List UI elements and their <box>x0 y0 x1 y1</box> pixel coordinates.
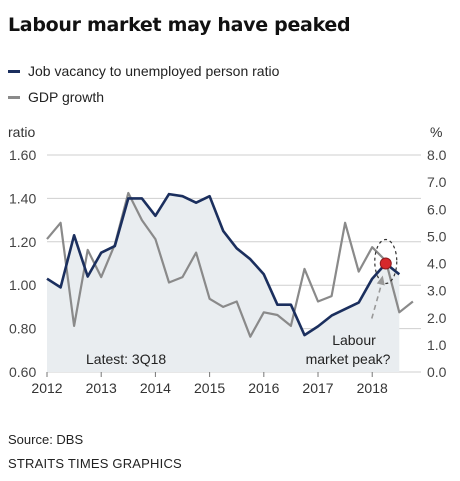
right-tick-label-3: 3.0 <box>427 283 447 299</box>
right-axis-title: % <box>430 124 442 140</box>
axis-layer: ratio 0.60 0.80 1.00 1.20 1.40 1.60% 0.0 1.0 2.0 3… <box>8 124 447 396</box>
right-tick-label-8: 8.0 <box>427 147 447 163</box>
legend-label-ratio: Job vacancy to unemployed person ratio <box>28 63 280 79</box>
left-tick-label-3: 1.20 <box>9 234 36 250</box>
peak-label-line1: Labour <box>332 332 376 348</box>
peak-highlight-ring <box>374 238 398 285</box>
legend-swatch-gdp <box>8 95 20 99</box>
chart-legend: Job vacancy to unemployed person ratio G… <box>8 58 279 110</box>
x-tick-label-4: 2016 <box>248 380 279 396</box>
peak-arrow-line <box>370 279 384 319</box>
legend-item-ratio: Job vacancy to unemployed person ratio <box>8 58 279 84</box>
legend-label-gdp: GDP growth <box>28 89 104 105</box>
x-tick-label-2: 2014 <box>140 380 171 396</box>
left-tick-label-4: 1.40 <box>9 190 36 206</box>
left-axis-title: ratio <box>8 124 35 140</box>
ratio-area-fill <box>47 194 400 372</box>
series-layer <box>46 191 414 338</box>
x-tick-label-5: 2017 <box>302 380 333 396</box>
annotation-layer: Labour market peak? Latest: 3Q18 <box>86 238 398 367</box>
ratio-line <box>46 192 401 337</box>
legend-item-gdp: GDP growth <box>8 84 279 110</box>
peak-arrow-head <box>376 275 385 286</box>
area-layer <box>47 194 400 372</box>
latest-label: Latest: 3Q18 <box>86 351 166 367</box>
left-tick-label-5: 1.60 <box>9 147 36 163</box>
x-tick-label-6: 2018 <box>357 380 388 396</box>
right-tick-label-0: 0.0 <box>427 364 447 380</box>
chart-title: Labour market may have peaked <box>8 14 351 36</box>
right-tick-label-1: 1.0 <box>427 337 447 353</box>
x-tick-label-0: 2012 <box>31 380 62 396</box>
gdp-growth-line <box>46 191 414 338</box>
left-tick-label-0: 0.60 <box>9 364 36 380</box>
left-tick-label-2: 1.00 <box>9 277 36 293</box>
right-tick-label-2: 2.0 <box>427 310 447 326</box>
left-tick-label-1: 0.80 <box>9 321 36 337</box>
peak-label-line2: market peak? <box>306 351 391 367</box>
right-tick-label-6: 6.0 <box>427 201 447 217</box>
graphics-credit: STRAITS TIMES GRAPHICS <box>8 456 182 471</box>
legend-swatch-ratio <box>8 69 20 73</box>
source-note: Source: DBS <box>8 432 84 447</box>
x-tick-label-1: 2013 <box>86 380 117 396</box>
right-tick-label-7: 7.0 <box>427 174 447 190</box>
right-tick-label-5: 5.0 <box>427 228 447 244</box>
peak-marker-dot <box>379 257 392 270</box>
x-tick-label-3: 2015 <box>194 380 225 396</box>
right-tick-label-4: 4.0 <box>427 256 447 272</box>
